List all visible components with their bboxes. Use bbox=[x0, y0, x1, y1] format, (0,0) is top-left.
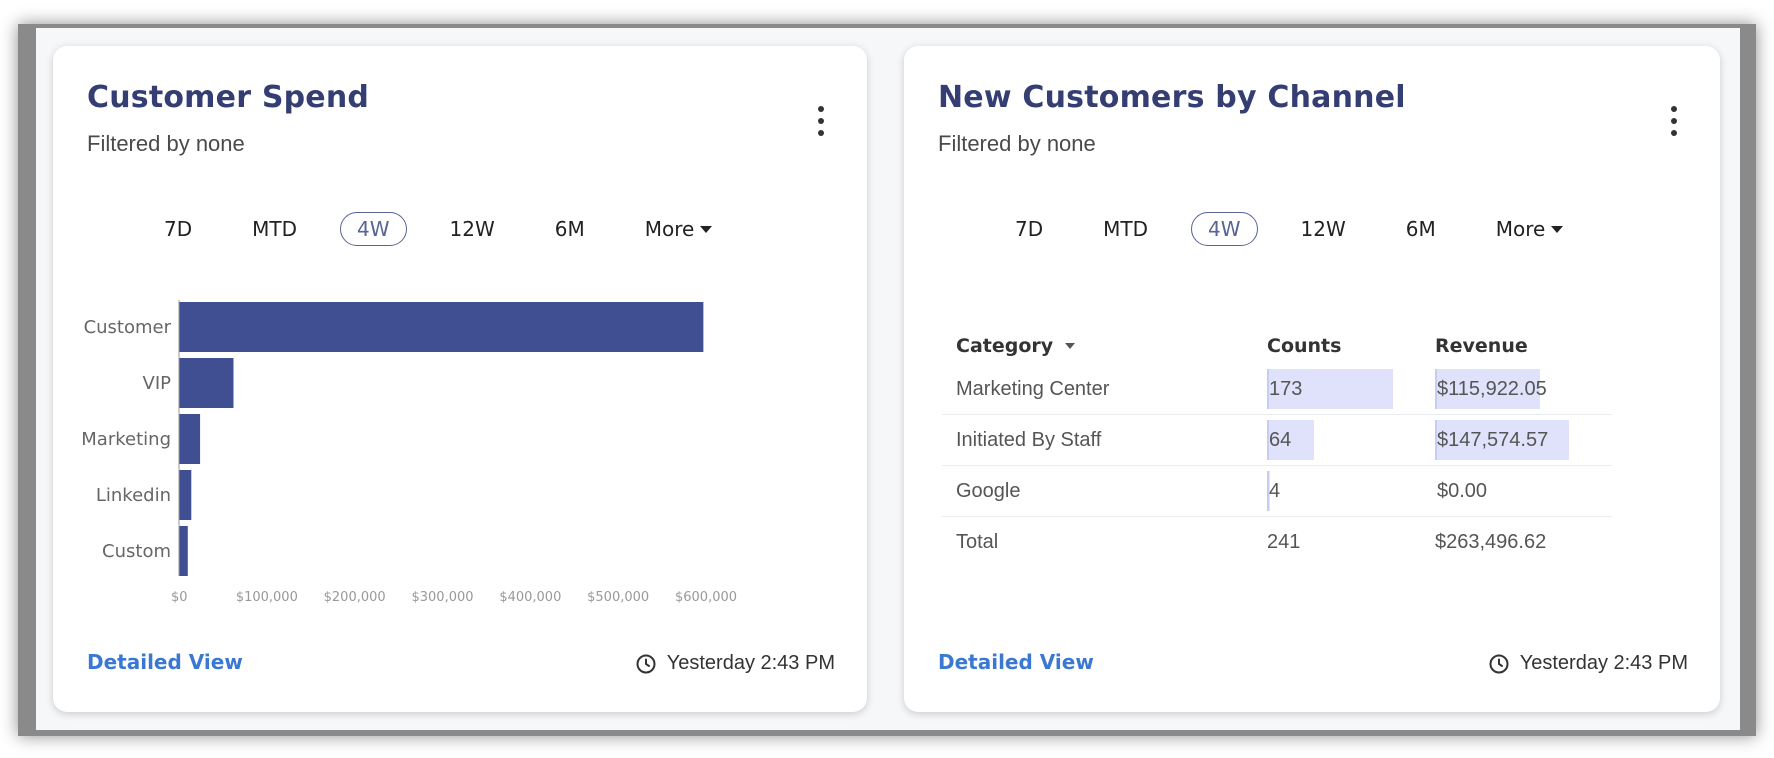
counts-databar bbox=[1267, 471, 1270, 511]
more-options-icon[interactable] bbox=[1668, 106, 1680, 136]
revenue-value: $0.00 bbox=[1437, 479, 1488, 502]
card-subtitle: Filtered by none bbox=[938, 131, 1096, 156]
x-tick-label: $100,000 bbox=[236, 590, 298, 605]
cell-revenue: $115,922.05 bbox=[1435, 369, 1612, 409]
cell-total-revenue: $263,496.62 bbox=[1435, 531, 1547, 553]
timestamp-text: Yesterday 2:43 PM bbox=[1519, 652, 1688, 674]
tab-mtd[interactable]: MTD bbox=[252, 217, 297, 241]
clock-icon bbox=[1489, 654, 1509, 673]
tab-7d[interactable]: 7D bbox=[1015, 217, 1044, 241]
card-title: Customer Spend bbox=[87, 80, 370, 115]
clock-icon bbox=[636, 654, 656, 673]
tab-more-label: More bbox=[1495, 217, 1546, 241]
tab-more[interactable]: More bbox=[628, 212, 730, 246]
revenue-value: $147,574.57 bbox=[1437, 428, 1549, 451]
card-title: New Customers by Channel bbox=[938, 80, 1406, 115]
cell-category: Initiated By Staff bbox=[956, 428, 1102, 451]
header-counts[interactable]: Counts bbox=[1267, 335, 1342, 357]
card-subtitle: Filtered by none bbox=[87, 131, 245, 156]
revenue-databar bbox=[1435, 420, 1569, 460]
x-tick-label: $400,000 bbox=[499, 590, 561, 605]
counts-databar bbox=[1267, 369, 1393, 409]
category-label: Custom bbox=[102, 541, 171, 562]
x-tick-label: $500,000 bbox=[587, 590, 649, 605]
category-label: VIP bbox=[143, 373, 172, 394]
bar-marketing[interactable] bbox=[179, 414, 201, 464]
cell-counts: 64 bbox=[1267, 420, 1435, 460]
new-customers-card: New Customers by Channel Filtered by non… bbox=[904, 46, 1720, 712]
counts-value: 4 bbox=[1269, 479, 1281, 502]
time-range-tabs: 7D MTD 4W 12W 6M More bbox=[998, 212, 1606, 246]
cell-total-counts: 241 bbox=[1267, 531, 1301, 553]
cell-revenue: $147,574.57 bbox=[1435, 420, 1612, 460]
detailed-view-link[interactable]: Detailed View bbox=[938, 650, 1094, 674]
category-label: Marketing bbox=[81, 429, 171, 450]
cell-total-label: Total bbox=[956, 531, 999, 553]
tab-6m[interactable]: 6M bbox=[1405, 217, 1436, 241]
table-header-row: Category Counts Revenue bbox=[942, 328, 1612, 364]
caret-down-icon bbox=[700, 225, 713, 233]
cell-category: Marketing Center bbox=[956, 377, 1110, 400]
cell-category: Google bbox=[956, 479, 1021, 502]
tab-mtd[interactable]: MTD bbox=[1103, 217, 1148, 241]
bar-customer[interactable] bbox=[179, 302, 704, 352]
bar-vip[interactable] bbox=[179, 358, 234, 408]
x-tick-label: $0 bbox=[171, 590, 188, 605]
customer-spend-card: Customer Spend Filtered by none 7D MTD 4… bbox=[53, 46, 867, 712]
cell-counts: 173 bbox=[1267, 369, 1435, 409]
x-tick-label: $300,000 bbox=[411, 590, 473, 605]
caret-down-icon bbox=[1551, 225, 1564, 233]
time-range-tabs: 7D MTD 4W 12W 6M More bbox=[147, 212, 755, 246]
cell-counts: 4 bbox=[1267, 471, 1435, 511]
tab-more[interactable]: More bbox=[1479, 212, 1581, 246]
header-category[interactable]: Category bbox=[942, 335, 1267, 357]
last-updated: Yesterday 2:43 PM bbox=[1488, 652, 1688, 675]
counts-value: 173 bbox=[1269, 377, 1303, 400]
counts-value: 64 bbox=[1269, 428, 1292, 451]
tab-more-label: More bbox=[644, 217, 695, 241]
bar-linkedin[interactable] bbox=[179, 470, 192, 520]
category-label: Customer bbox=[84, 317, 172, 338]
x-tick-label: $200,000 bbox=[324, 590, 386, 605]
tab-4w[interactable]: 4W bbox=[1191, 212, 1258, 246]
counts-databar bbox=[1267, 420, 1314, 460]
category-label: Linkedin bbox=[96, 485, 171, 506]
more-options-icon[interactable] bbox=[815, 106, 827, 136]
revenue-databar bbox=[1435, 369, 1541, 409]
tab-7d[interactable]: 7D bbox=[164, 217, 193, 241]
tab-4w[interactable]: 4W bbox=[340, 212, 407, 246]
header-category-label: Category bbox=[956, 335, 1054, 357]
chart-svg: Customer VIP Marketing Linkedin Custom $0 $100… bbox=[81, 300, 737, 605]
detailed-view-link[interactable]: Detailed View bbox=[87, 650, 243, 674]
revenue-value: $115,922.05 bbox=[1437, 377, 1547, 400]
table-row[interactable]: Google 4 $0.00 bbox=[942, 466, 1612, 517]
x-tick-label: $600,000 bbox=[675, 590, 737, 605]
header-revenue[interactable]: Revenue bbox=[1435, 335, 1528, 357]
tab-12w[interactable]: 12W bbox=[449, 217, 495, 241]
tab-12w[interactable]: 12W bbox=[1300, 217, 1346, 241]
bar-custom[interactable] bbox=[179, 526, 188, 576]
tab-6m[interactable]: 6M bbox=[554, 217, 585, 241]
sort-caret-icon bbox=[1065, 343, 1076, 349]
last-updated: Yesterday 2:43 PM bbox=[635, 652, 835, 675]
table-row[interactable]: Marketing Center 173 $115,922.05 bbox=[942, 364, 1612, 415]
cell-revenue: $0.00 bbox=[1435, 471, 1612, 511]
spend-bar-chart: Customer VIP Marketing Linkedin Custom $0 $100… bbox=[53, 286, 867, 616]
channel-table: Category Counts Revenue Marketing Center… bbox=[942, 328, 1612, 568]
timestamp-text: Yesterday 2:43 PM bbox=[666, 652, 835, 674]
table-total-row: Total 241 $263,496.62 bbox=[942, 517, 1612, 568]
table-row[interactable]: Initiated By Staff 64 $147,574.57 bbox=[942, 415, 1612, 466]
